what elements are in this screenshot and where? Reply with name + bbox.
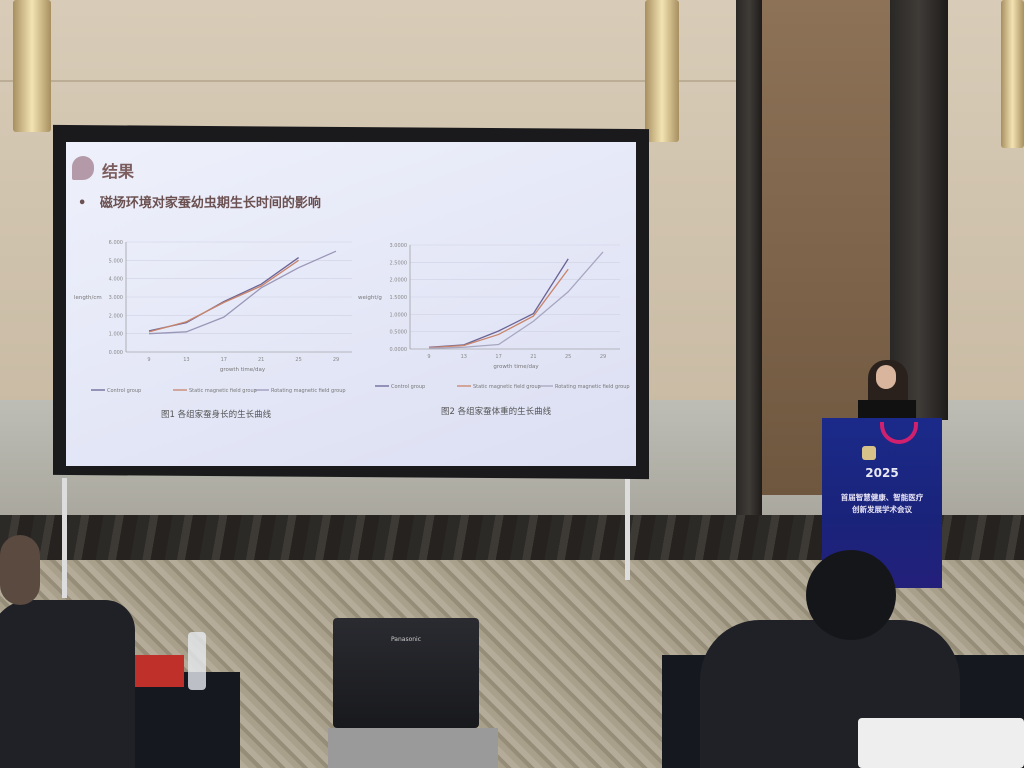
x-tick-label: 21 — [530, 354, 536, 360]
x-tick-label: 13 — [183, 357, 189, 363]
legend-label: Control group — [391, 384, 425, 390]
x-tick-label: 21 — [258, 357, 264, 363]
y-tick-label: 1.000 — [109, 332, 123, 338]
audience-head — [806, 550, 896, 640]
chair — [858, 718, 1024, 768]
slide-logo-icon — [72, 156, 94, 180]
series-line-2 — [148, 259, 299, 333]
x-tick-label: 17 — [495, 354, 501, 360]
wall-lamp — [13, 0, 51, 132]
series-line-2 — [428, 268, 569, 349]
y-tick-label: 2.000 — [109, 313, 123, 319]
water-bottle — [188, 632, 206, 690]
figure1-caption: 图1 各组家蚕身长的生长曲线 — [161, 410, 272, 420]
x-tick-label: 9 — [147, 357, 150, 363]
x-tick-label: 29 — [600, 354, 606, 360]
y-tick-label: 2.0000 — [390, 278, 408, 284]
podium-title-line1: 首届智慧健康、智能医疗 — [840, 493, 924, 502]
legend-label: Static magnetic field group — [189, 388, 257, 394]
x-axis-label: growth time/day — [493, 364, 539, 370]
y-tick-label: 1.0000 — [390, 312, 408, 318]
audience-member — [0, 600, 135, 768]
x-tick-label: 29 — [333, 357, 339, 363]
x-tick-label: 25 — [295, 357, 301, 363]
legend-label: Rotating magnetic field group — [555, 384, 630, 390]
y-tick-label: 6.000 — [109, 240, 123, 246]
x-tick-label: 25 — [565, 354, 571, 360]
series-line-3 — [428, 251, 604, 349]
legend-label: Control group — [107, 388, 141, 394]
podium-title-line2: 创新发展学术会议 — [852, 505, 912, 514]
y-axis-label: length/cm — [74, 295, 102, 301]
audience-head — [0, 535, 40, 605]
y-tick-label: 3.000 — [109, 295, 123, 301]
wall-lamp — [645, 0, 679, 142]
x-axis-label: growth time/day — [220, 367, 266, 373]
projector-brand: Panasonic — [390, 636, 422, 643]
projector: Panasonic — [333, 618, 479, 728]
presenter-face — [876, 365, 896, 389]
y-tick-label: 4.000 — [109, 277, 123, 283]
legend-label: Rotating magnetic field group — [271, 388, 346, 394]
y-tick-label: 3.0000 — [390, 243, 408, 249]
slide-title: 结果 — [102, 162, 135, 181]
x-tick-label: 13 — [461, 354, 467, 360]
y-tick-label: 1.5000 — [390, 295, 408, 301]
screen-stand-leg — [625, 470, 630, 580]
x-tick-label: 9 — [427, 354, 430, 360]
y-tick-label: 2.5000 — [390, 260, 408, 266]
marble-column — [890, 0, 948, 420]
y-tick-label: 0.000 — [109, 350, 123, 356]
legend-label: Static magnetic field group — [473, 384, 541, 390]
figure2-caption: 图2 各组家蚕体重的生长曲线 — [441, 407, 552, 417]
slide-bullet: • 磁场环境对家蚕幼虫期生长时间的影响 — [78, 196, 321, 211]
series-line-1 — [148, 257, 299, 332]
bullet-text: 磁场环境对家蚕幼虫期生长时间的影响 — [99, 196, 321, 211]
y-axis-label: weight/g — [358, 295, 382, 301]
presentation-slide: 结果 • 磁场环境对家蚕幼虫期生长时间的影响 图1 各组家蚕身长的生长曲线 图2… — [66, 142, 636, 466]
marble-column — [736, 0, 762, 550]
wall-lamp — [1001, 0, 1024, 148]
y-tick-label: 5.000 — [109, 258, 123, 264]
projector-case — [328, 728, 498, 768]
y-tick-label: 0.5000 — [390, 330, 408, 336]
y-tick-label: 0.0000 — [390, 347, 408, 353]
series-line-3 — [148, 250, 337, 335]
podium-year: 2025 — [865, 466, 899, 480]
laptop — [858, 400, 916, 420]
screen-stand-leg — [62, 478, 67, 598]
conference-emblem — [862, 446, 876, 460]
x-tick-label: 17 — [221, 357, 227, 363]
wall-panel-line — [0, 80, 740, 82]
podium-ring-logo — [880, 422, 918, 444]
